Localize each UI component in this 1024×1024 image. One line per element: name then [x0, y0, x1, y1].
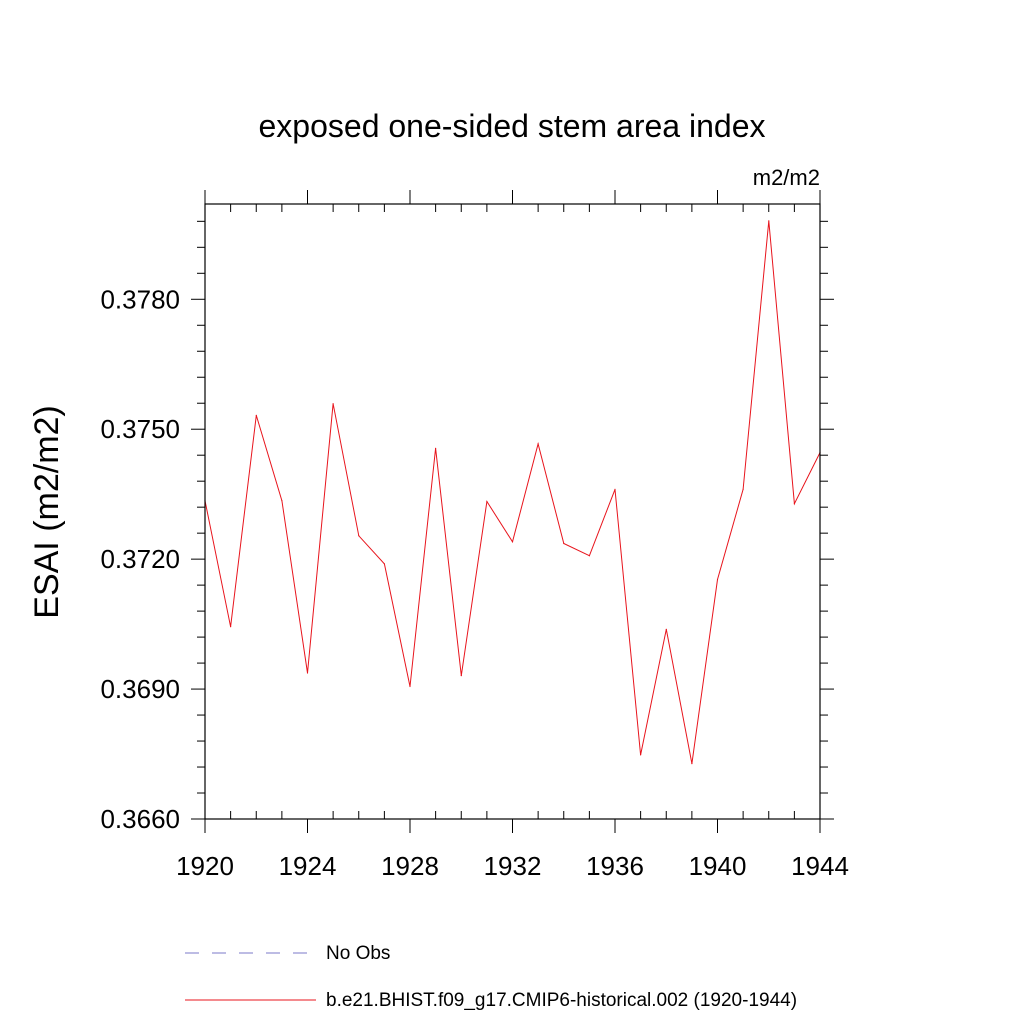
major-ticks — [191, 190, 834, 833]
x-tick-labels: 1920 1924 1928 1932 1936 1940 1944 — [176, 851, 849, 881]
chart-title: exposed one-sided stem area index — [259, 108, 766, 144]
data-point — [332, 403, 334, 405]
data-point — [255, 414, 257, 416]
data-point — [435, 447, 437, 449]
minor-ticks — [197, 204, 828, 819]
units-label: m2/m2 — [753, 165, 820, 190]
data-point — [588, 555, 591, 557]
legend: No Obs b.e21.BHIST.f09_g17.CMIP6-histori… — [185, 943, 797, 1011]
x-tick-label: 1920 — [176, 851, 234, 881]
data-point — [306, 672, 309, 674]
data-point — [409, 685, 411, 688]
data-point — [742, 488, 744, 490]
x-tick-label: 1932 — [484, 851, 542, 881]
data-point — [691, 763, 693, 765]
data-point — [383, 563, 385, 565]
data-point — [614, 488, 616, 490]
y-tick-label: 0.3690 — [100, 674, 180, 704]
data-point — [230, 626, 232, 628]
data-point — [486, 500, 488, 503]
data-point — [768, 220, 770, 222]
data-point — [281, 500, 283, 502]
y-tick-label: 0.3750 — [100, 414, 180, 444]
y-tick-label: 0.3660 — [100, 804, 180, 834]
x-tick-label: 1936 — [586, 851, 644, 881]
data-point — [563, 542, 565, 545]
series-line-0 — [204, 220, 821, 764]
legend-label-model: b.e21.BHIST.f09_g17.CMIP6-historical.002… — [326, 990, 797, 1011]
y-tick-labels: 0.3660 0.3690 0.3720 0.3750 0.3780 — [100, 284, 180, 834]
data-point — [511, 541, 514, 543]
x-tick-label: 1944 — [791, 851, 849, 881]
legend-label-no-obs: No Obs — [326, 943, 390, 964]
y-tick-label: 0.3780 — [100, 284, 180, 314]
series-layer — [204, 220, 821, 765]
y-axis-label: ESAI (m2/m2) — [28, 405, 66, 618]
data-point — [358, 535, 360, 537]
data-point — [460, 675, 462, 677]
data-point — [665, 628, 667, 630]
x-tick-label: 1940 — [689, 851, 747, 881]
data-point — [716, 578, 719, 581]
plot-frame — [204, 203, 821, 820]
x-tick-label: 1924 — [279, 851, 337, 881]
data-point — [793, 503, 796, 505]
data-point — [640, 754, 642, 756]
y-tick-label: 0.3720 — [100, 544, 180, 574]
x-tick-label: 1928 — [381, 851, 439, 881]
data-point — [537, 443, 539, 445]
